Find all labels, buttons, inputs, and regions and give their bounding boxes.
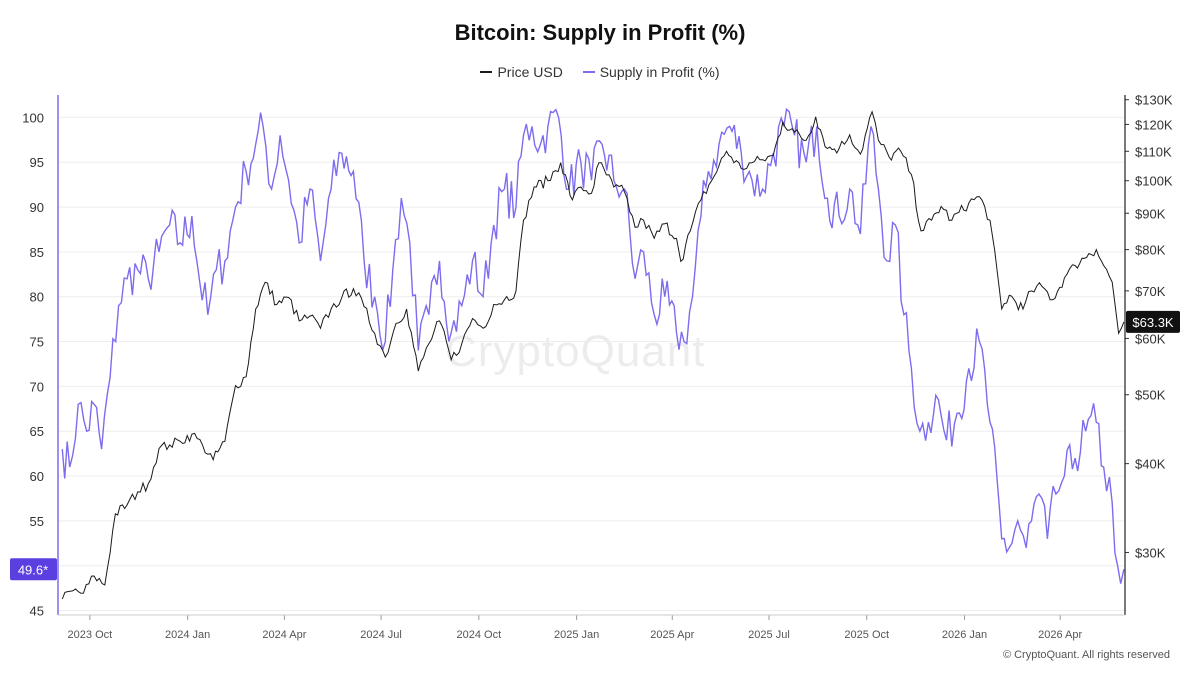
left-tick-45: 45 [30, 604, 44, 619]
x-tick-9: 2026 Jan [942, 629, 987, 641]
x-tick-10: 2026 Apr [1038, 629, 1082, 641]
x-tick-2: 2024 Apr [262, 629, 306, 641]
x-tick-3: 2024 Jul [360, 629, 402, 641]
right-tick-7: $100K [1135, 174, 1173, 189]
left-tick-80: 80 [30, 290, 44, 305]
left-tick-60: 60 [30, 469, 44, 484]
current-supply-badge: 49.6* [10, 558, 57, 581]
left-tick-55: 55 [30, 514, 44, 529]
grid-lines [58, 116, 1125, 612]
left-tick-70: 70 [30, 379, 44, 394]
left-tick-90: 90 [30, 200, 44, 215]
right-tick-0: $30K [1135, 545, 1166, 560]
legend-item-price[interactable]: Price USD [480, 64, 563, 80]
left-axis-ticks: 4550556065707580859095100 [22, 110, 44, 618]
right-tick-9: $120K [1135, 117, 1173, 132]
copyright: © CryptoQuant. All rights reserved [1002, 649, 1170, 661]
x-tick-5: 2025 Jan [554, 629, 599, 641]
current-price-badge: $63.3K [1126, 310, 1180, 333]
supply-in-profit-line [61, 107, 1125, 584]
left-tick-65: 65 [30, 424, 44, 439]
x-tick-0: 2023 Oct [68, 629, 113, 641]
right-tick-5: $80K [1135, 243, 1166, 258]
legend: Price USD Supply in Profit (%) [0, 60, 1200, 80]
right-tick-3: $60K [1135, 331, 1166, 346]
right-tick-10: $130K [1135, 93, 1173, 108]
legend-label-supply: Supply in Profit (%) [599, 64, 720, 80]
x-tick-6: 2025 Apr [650, 629, 694, 641]
current-price-label: $63.3K [1132, 315, 1174, 330]
left-tick-100: 100 [22, 110, 44, 125]
right-tick-8: $110K [1135, 144, 1172, 159]
right-tick-2: $50K [1135, 388, 1166, 403]
legend-label-price: Price USD [497, 64, 563, 80]
x-tick-4: 2024 Oct [457, 629, 502, 641]
right-axis-ticks: $30K $40K $50K $60K $70K $80K $90K $100K $110K $1… [1125, 93, 1173, 560]
x-tick-1: 2024 Jan [165, 629, 210, 641]
x-tick-7: 2025 Jul [748, 629, 790, 641]
left-tick-75: 75 [30, 335, 44, 350]
right-tick-6: $90K [1135, 206, 1166, 221]
left-tick-95: 95 [30, 155, 44, 170]
right-tick-1: $40K [1135, 457, 1166, 472]
current-supply-label: 49.6* [18, 562, 48, 577]
watermark: CryptoQuant [445, 327, 706, 376]
right-tick-4: $70K [1135, 284, 1166, 299]
x-axis-ticks: 2023 Oct 2024 Jan 2024 Apr 2024 Jul 2024 Oct… [68, 615, 1083, 641]
chart-title: Bitcoin: Supply in Profit (%) [454, 20, 746, 45]
legend-item-supply[interactable]: Supply in Profit (%) [582, 64, 720, 80]
price-usd-line [61, 110, 1125, 600]
left-tick-85: 85 [30, 245, 44, 260]
legend-swatch-supply [582, 71, 595, 73]
x-tick-8: 2025 Oct [844, 629, 889, 641]
legend-swatch-price [480, 71, 493, 73]
